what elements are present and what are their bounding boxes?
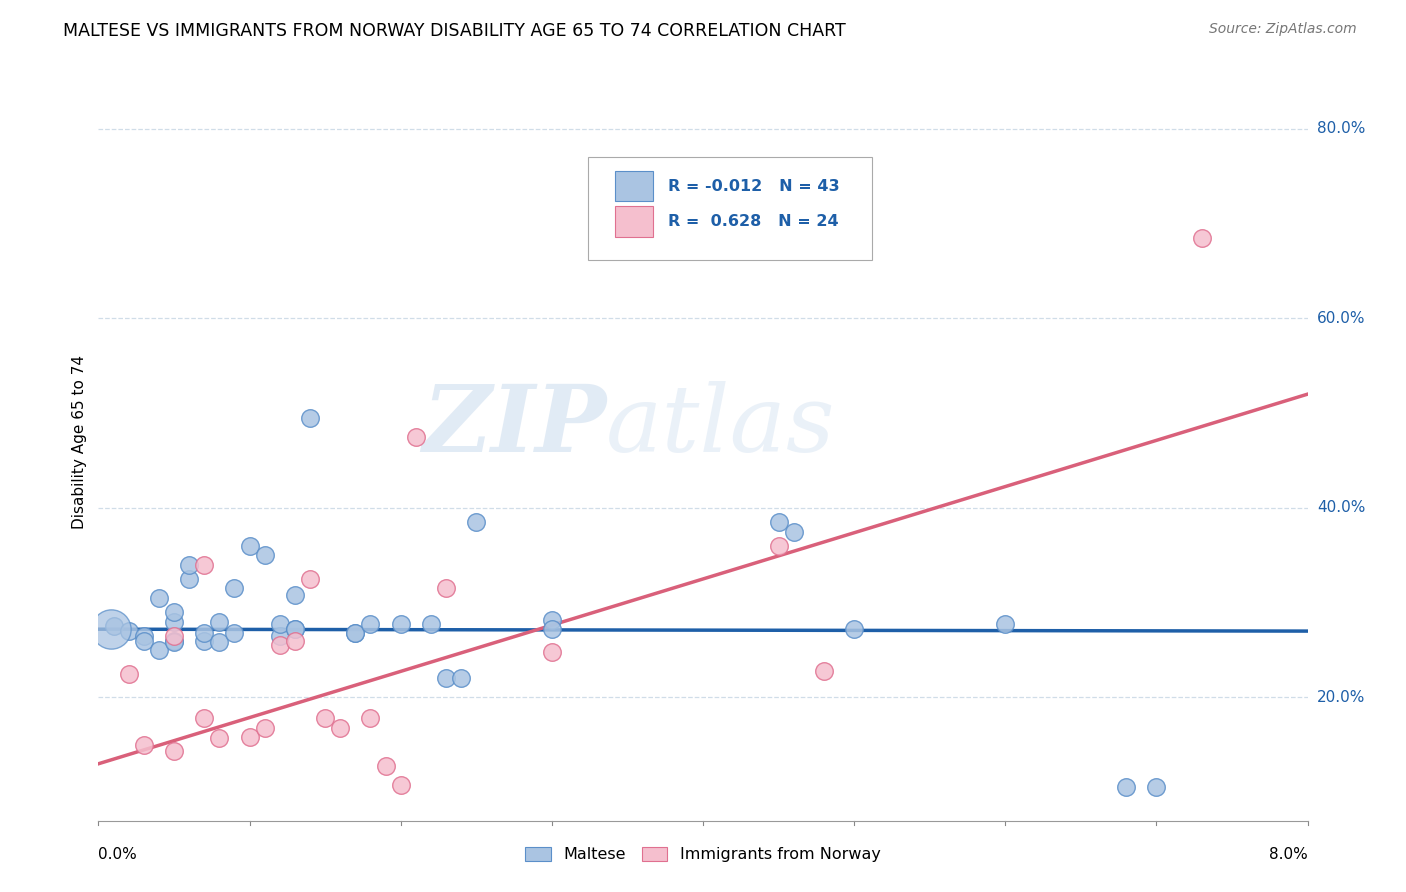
- Point: [1191, 231, 1213, 245]
- Point: [344, 626, 367, 640]
- Point: [360, 711, 382, 725]
- Text: 40.0%: 40.0%: [1317, 500, 1365, 516]
- Point: [405, 430, 427, 444]
- Point: [389, 778, 412, 792]
- Text: 8.0%: 8.0%: [1268, 847, 1308, 863]
- Point: [118, 666, 141, 681]
- Point: [284, 622, 307, 636]
- Text: atlas: atlas: [606, 382, 835, 471]
- Point: [540, 613, 562, 627]
- Text: 80.0%: 80.0%: [1317, 121, 1365, 136]
- Point: [208, 731, 231, 746]
- Point: [239, 730, 262, 744]
- Point: [844, 622, 866, 636]
- Point: [344, 626, 367, 640]
- FancyBboxPatch shape: [614, 171, 654, 202]
- Point: [118, 624, 141, 639]
- Point: [148, 591, 170, 605]
- Point: [374, 758, 396, 772]
- Point: [1146, 780, 1168, 795]
- Point: [465, 515, 488, 529]
- Point: [103, 619, 125, 633]
- Point: [420, 616, 443, 631]
- Point: [329, 721, 352, 735]
- Text: R =  0.628   N = 24: R = 0.628 N = 24: [668, 214, 838, 229]
- Point: [132, 633, 155, 648]
- Point: [768, 515, 790, 529]
- Point: [132, 629, 155, 643]
- Point: [434, 672, 457, 686]
- Point: [434, 582, 457, 596]
- Point: [284, 622, 307, 636]
- Point: [389, 616, 412, 631]
- Point: [193, 633, 215, 648]
- Point: [163, 744, 186, 758]
- Point: [100, 622, 122, 636]
- Point: [132, 738, 155, 752]
- Point: [284, 588, 307, 602]
- Point: [179, 572, 201, 586]
- Point: [540, 622, 562, 636]
- FancyBboxPatch shape: [614, 206, 654, 236]
- Text: ZIP: ZIP: [422, 382, 606, 471]
- Point: [163, 605, 186, 619]
- Point: [269, 629, 291, 643]
- Point: [193, 626, 215, 640]
- Point: [299, 410, 322, 425]
- Point: [994, 616, 1017, 631]
- Text: 0.0%: 0.0%: [98, 847, 138, 863]
- Point: [450, 672, 472, 686]
- Point: [163, 615, 186, 629]
- Point: [360, 616, 382, 631]
- Text: 20.0%: 20.0%: [1317, 690, 1365, 705]
- Point: [269, 616, 291, 631]
- Point: [253, 548, 276, 563]
- Y-axis label: Disability Age 65 to 74: Disability Age 65 to 74: [72, 354, 87, 529]
- Point: [224, 626, 246, 640]
- FancyBboxPatch shape: [588, 157, 872, 260]
- Point: [163, 629, 186, 643]
- Point: [813, 664, 835, 678]
- Point: [284, 633, 307, 648]
- Text: MALTESE VS IMMIGRANTS FROM NORWAY DISABILITY AGE 65 TO 74 CORRELATION CHART: MALTESE VS IMMIGRANTS FROM NORWAY DISABI…: [63, 22, 846, 40]
- Point: [148, 643, 170, 657]
- Point: [179, 558, 201, 572]
- Point: [224, 582, 246, 596]
- Point: [540, 645, 562, 659]
- Point: [193, 711, 215, 725]
- Text: R = -0.012   N = 43: R = -0.012 N = 43: [668, 178, 839, 194]
- Point: [193, 558, 215, 572]
- Point: [239, 539, 262, 553]
- Point: [208, 615, 231, 629]
- Point: [1115, 780, 1137, 795]
- Point: [163, 635, 186, 649]
- Text: Source: ZipAtlas.com: Source: ZipAtlas.com: [1209, 22, 1357, 37]
- Point: [299, 572, 322, 586]
- Point: [163, 633, 186, 648]
- Point: [253, 721, 276, 735]
- Text: 60.0%: 60.0%: [1317, 310, 1365, 326]
- Legend: Maltese, Immigrants from Norway: Maltese, Immigrants from Norway: [520, 842, 886, 867]
- Point: [208, 635, 231, 649]
- Point: [314, 711, 336, 725]
- Point: [768, 539, 790, 553]
- Point: [783, 524, 806, 539]
- Point: [269, 638, 291, 652]
